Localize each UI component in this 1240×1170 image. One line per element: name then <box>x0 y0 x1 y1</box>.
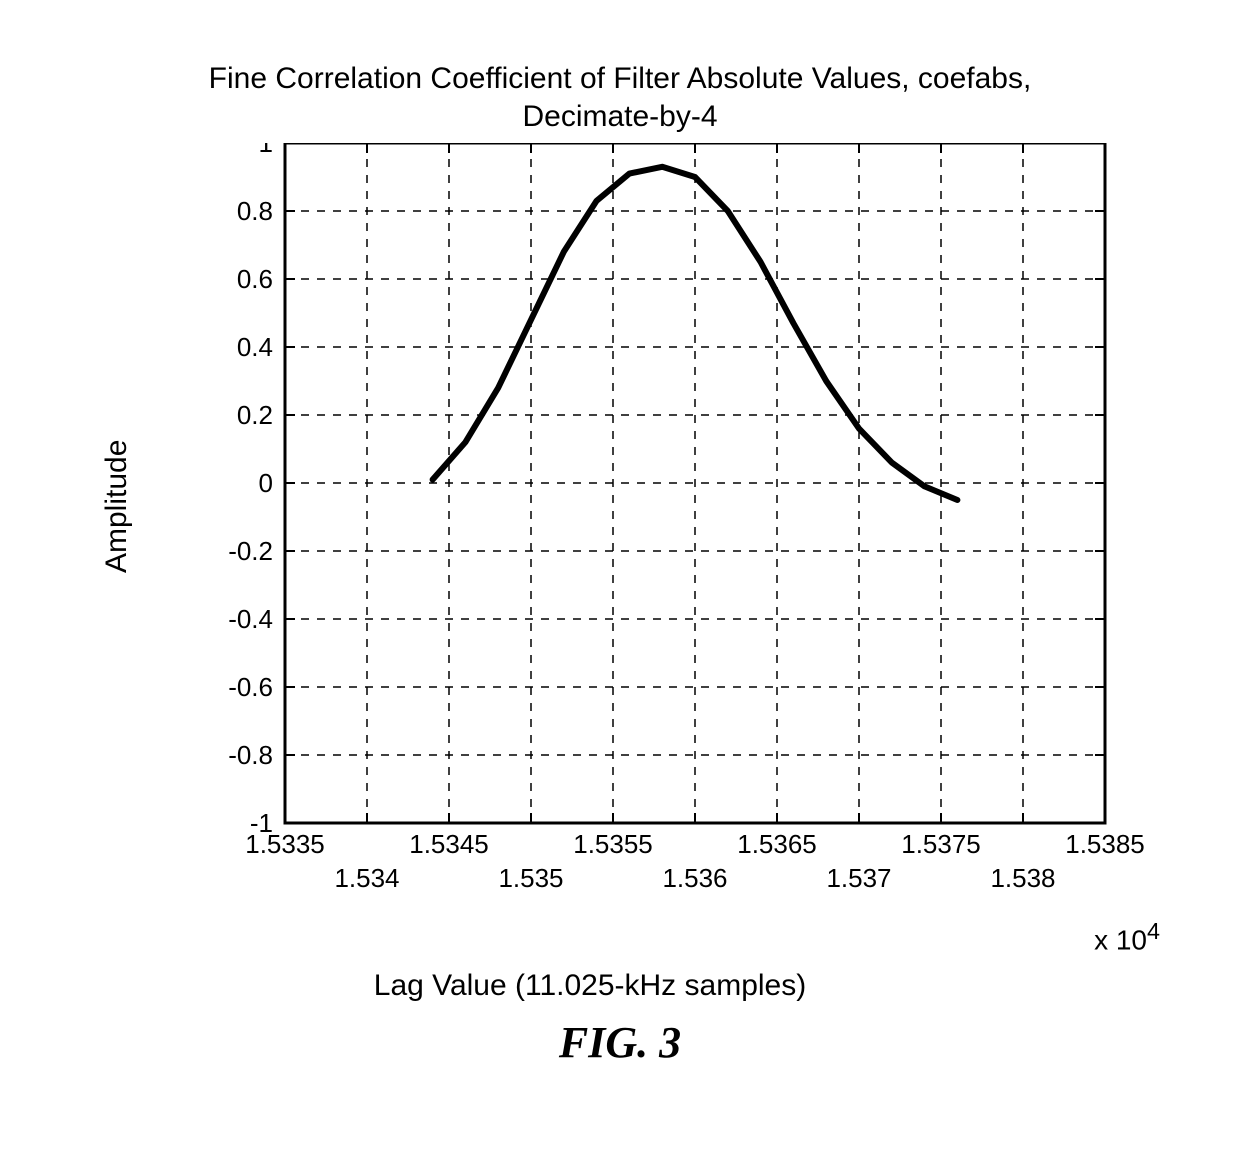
svg-text:-0.4: -0.4 <box>228 604 273 634</box>
svg-text:0: 0 <box>259 468 273 498</box>
x-axis-label: Lag Value (11.025-kHz samples) <box>150 969 1030 1003</box>
svg-text:-0.6: -0.6 <box>228 672 273 702</box>
svg-text:1.5335: 1.5335 <box>245 829 325 859</box>
svg-text:1: 1 <box>259 143 273 158</box>
svg-text:1.5375: 1.5375 <box>901 829 981 859</box>
svg-text:1.5365: 1.5365 <box>737 829 817 859</box>
svg-text:0.6: 0.6 <box>237 264 273 294</box>
chart-title-line2: Decimate-by-4 <box>522 100 717 133</box>
plot-region: -1-0.8-0.6-0.4-0.200.20.40.60.811.53351.… <box>50 143 1190 963</box>
svg-text:1.534: 1.534 <box>334 863 399 893</box>
x-exponent-base: x 10 <box>1094 924 1147 955</box>
svg-text:1.5385: 1.5385 <box>1065 829 1145 859</box>
x-exponent-power: 4 <box>1147 918 1160 944</box>
chart-title: Fine Correlation Coefficient of Filter A… <box>50 60 1190 135</box>
svg-text:0.4: 0.4 <box>237 332 273 362</box>
svg-text:1.536: 1.536 <box>662 863 727 893</box>
svg-text:0.2: 0.2 <box>237 400 273 430</box>
chart-container: Fine Correlation Coefficient of Filter A… <box>50 60 1190 1068</box>
svg-text:1.535: 1.535 <box>498 863 563 893</box>
svg-text:0.8: 0.8 <box>237 196 273 226</box>
svg-text:1.5355: 1.5355 <box>573 829 653 859</box>
x-exponent-label: x 104 <box>1094 918 1160 956</box>
svg-text:-0.2: -0.2 <box>228 536 273 566</box>
svg-text:1.5345: 1.5345 <box>409 829 489 859</box>
plot-svg: -1-0.8-0.6-0.4-0.200.20.40.60.811.53351.… <box>50 143 1190 963</box>
svg-text:1.538: 1.538 <box>990 863 1055 893</box>
chart-title-line1: Fine Correlation Coefficient of Filter A… <box>209 62 1032 95</box>
figure-label: FIG. 3 <box>50 1017 1190 1068</box>
y-axis-label: Amplitude <box>100 440 134 573</box>
svg-text:1.537: 1.537 <box>826 863 891 893</box>
svg-text:-0.8: -0.8 <box>228 740 273 770</box>
